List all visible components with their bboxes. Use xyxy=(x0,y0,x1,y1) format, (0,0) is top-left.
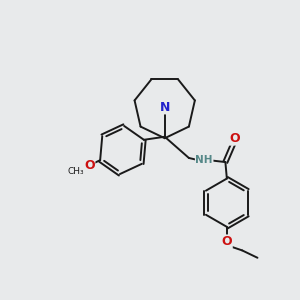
Text: CH₃: CH₃ xyxy=(67,167,84,176)
Text: O: O xyxy=(84,159,95,172)
Text: NH: NH xyxy=(195,155,213,165)
Text: N: N xyxy=(160,101,170,114)
Text: O: O xyxy=(230,132,240,145)
Text: O: O xyxy=(221,235,232,248)
